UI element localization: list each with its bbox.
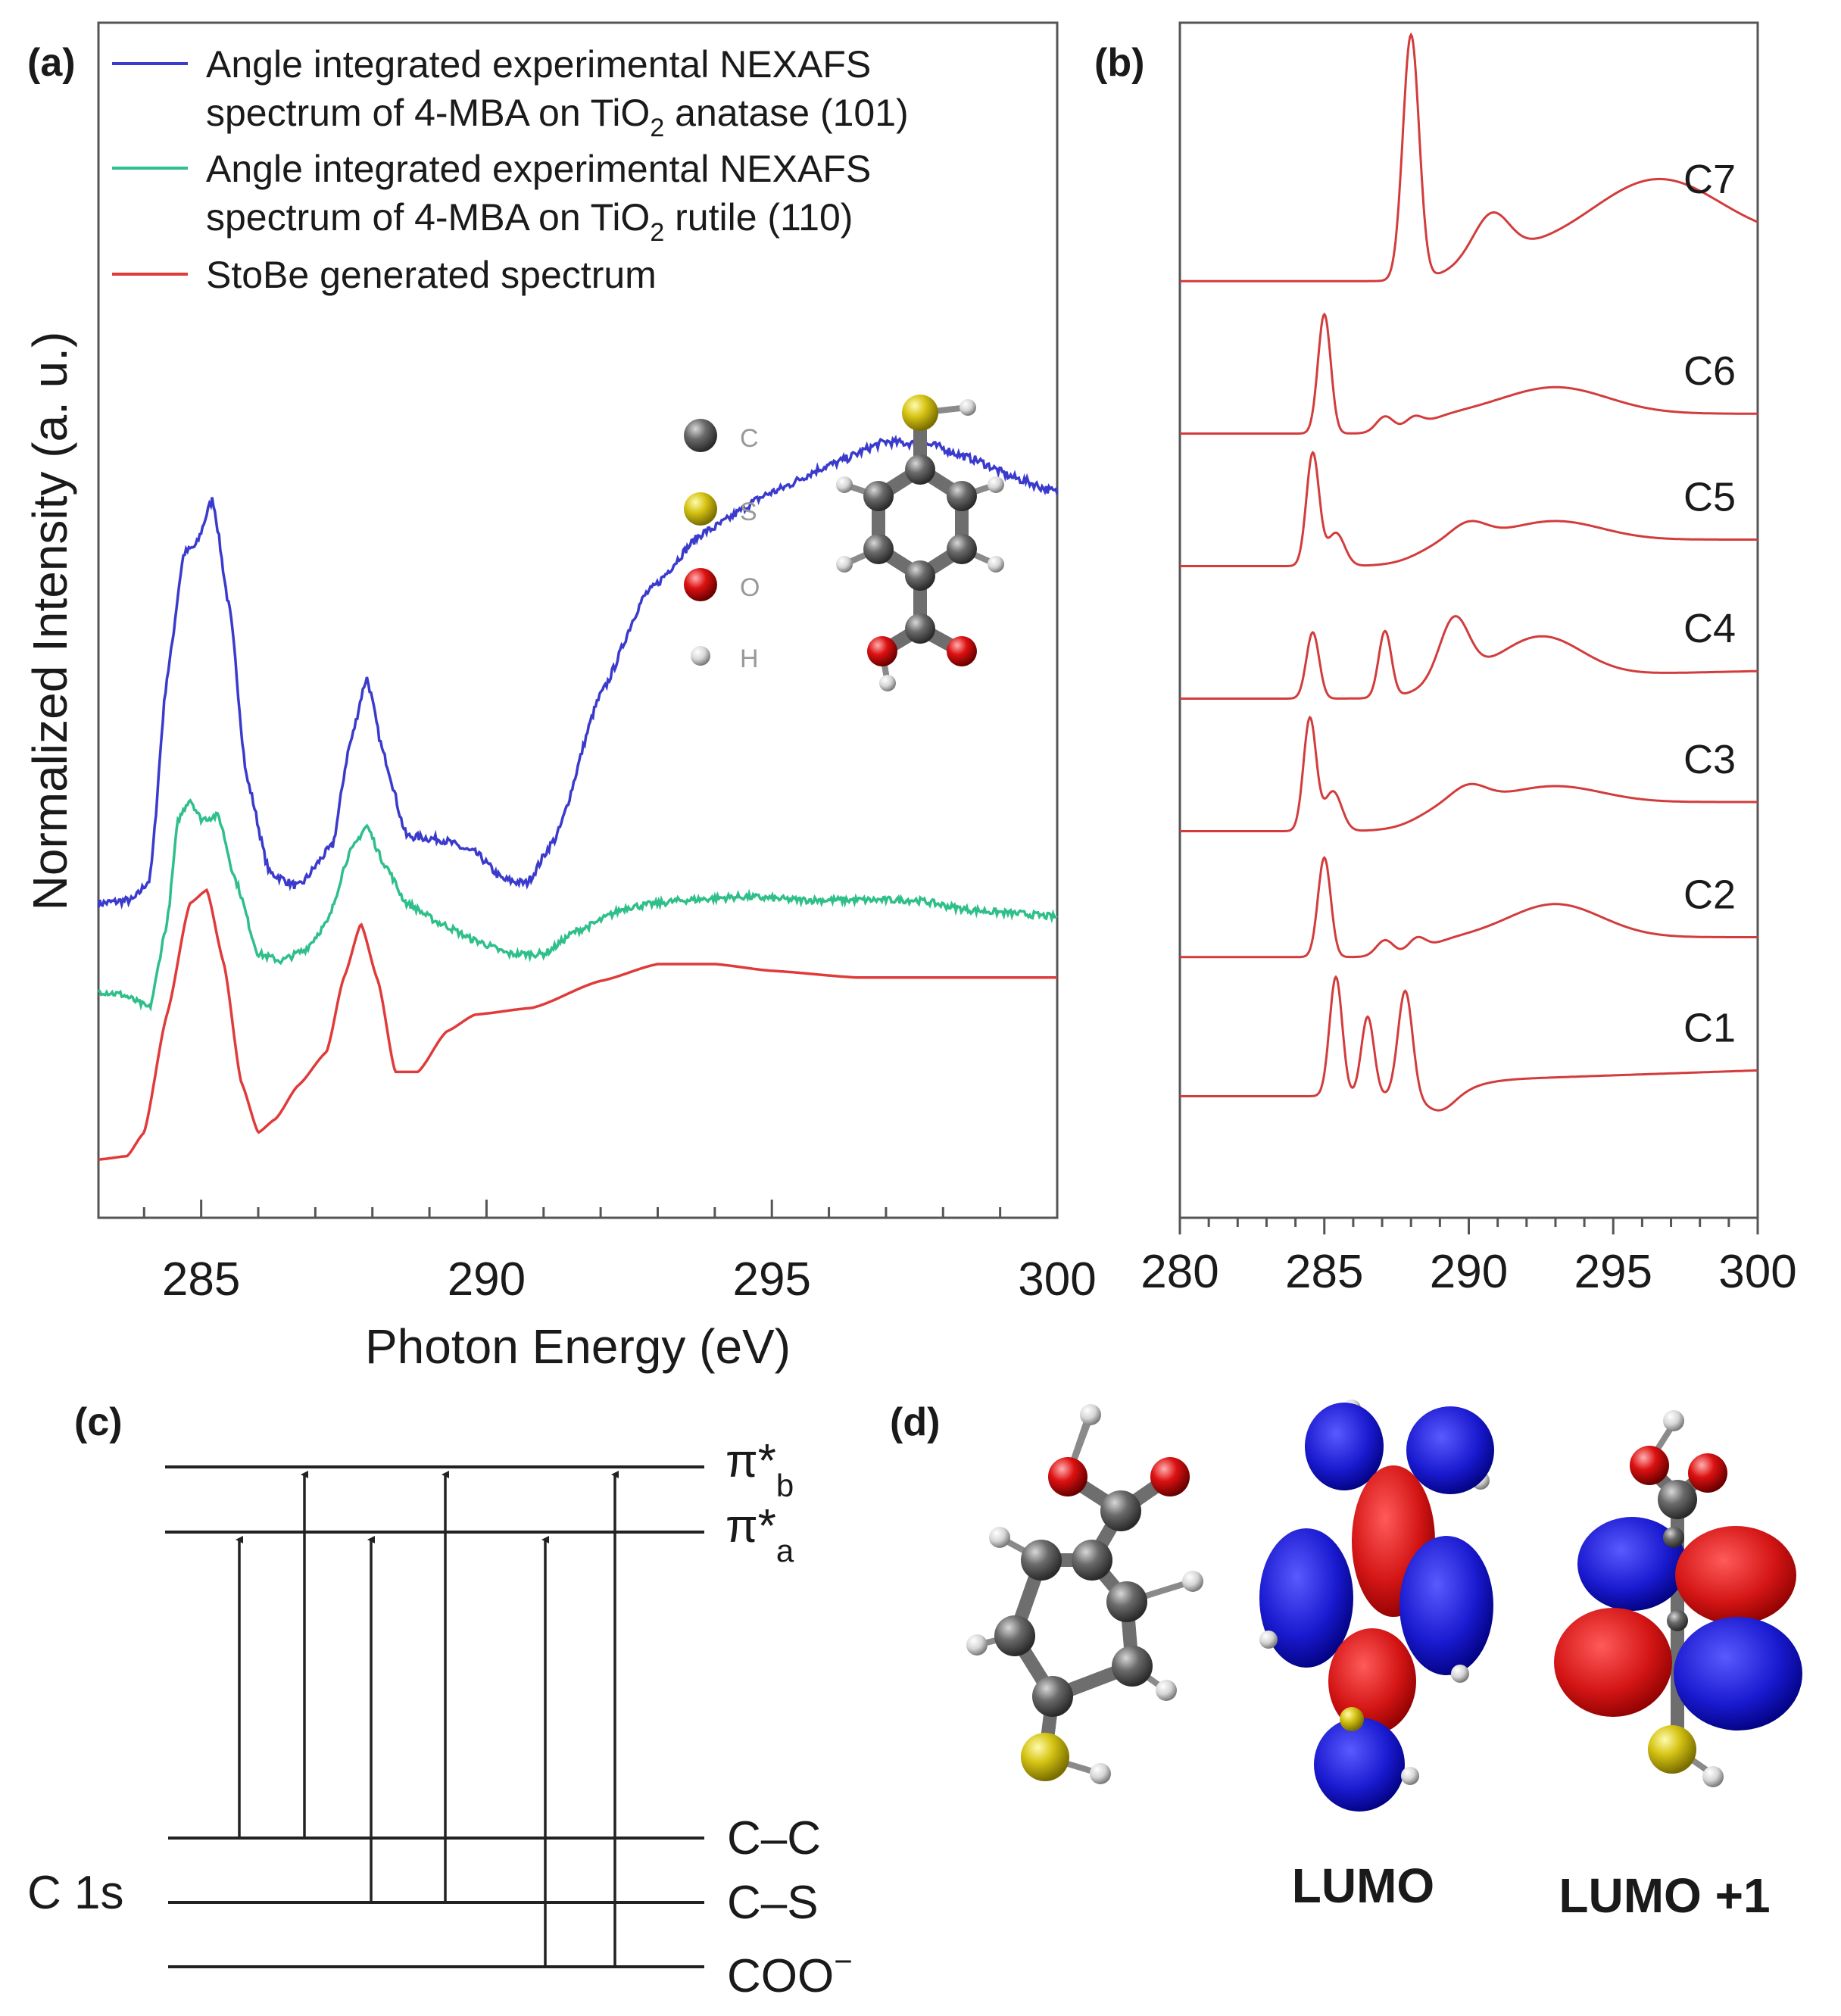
curve-label-c7: C7: [1683, 157, 1736, 202]
curve-label-c1: C1: [1683, 1005, 1736, 1050]
lumo1-lobe-1: [1577, 1517, 1687, 1611]
label-lumo-plus-1: LUMO +1: [1559, 1868, 1770, 1923]
molecule-d: [966, 1404, 1203, 1784]
b-tick-label: 290: [1430, 1246, 1508, 1298]
lumo1-lobe-4: [1674, 1617, 1802, 1730]
lumo-lobe-5: [1399, 1536, 1493, 1675]
panel-b-frame: [1178, 21, 1759, 1219]
panel-b-xticks: 280 285 290 295 300: [1140, 1218, 1797, 1298]
panel-a-xticks: 285 290 295 300: [142, 1200, 1097, 1306]
label-c1s: C 1s: [27, 1867, 123, 1919]
label-c-c: C–C: [727, 1812, 821, 1865]
lumo-lobe-2: [1406, 1406, 1494, 1494]
lumo-plus-1-orbital: LUMO +1: [1554, 1410, 1802, 1923]
legend-rutile-line1: Angle integrated experimental NEXAFS: [206, 148, 871, 190]
atom-legend-carbon-ball: [684, 419, 717, 452]
curve-label-c3: C3: [1683, 737, 1736, 782]
a-tick-label: 290: [448, 1253, 526, 1306]
atom-legend-sulfur-ball: [684, 492, 717, 526]
curve-c3: [1180, 715, 1758, 832]
label-pi-b: π*b: [725, 1435, 794, 1503]
lumo1-lobe-2: [1675, 1526, 1796, 1624]
b-tick-label: 300: [1718, 1246, 1796, 1298]
panel-a-xlabel: Photon Energy (eV): [365, 1319, 791, 1374]
panel-b-curve-labels: C7 C6 C5 C4 C3 C2 C1: [1683, 157, 1736, 1050]
legend-rutile-line2: spectrum of 4-MBA on TiO2 rutile (110): [206, 196, 853, 247]
lumo-lobe-1: [1305, 1403, 1384, 1490]
a-tick-label: 285: [162, 1253, 240, 1306]
atom-legend-sulfur-label: S: [740, 498, 757, 526]
legend-stobe: StoBe generated spectrum: [206, 254, 657, 296]
lumo-lobe-4: [1259, 1528, 1353, 1668]
atom-legend-oxygen-ball: [684, 568, 717, 601]
molecule-4mba: [836, 395, 1004, 691]
curve-label-c2: C2: [1683, 872, 1736, 917]
panel-b-letter: (b): [1094, 41, 1144, 85]
curve-c5: [1180, 451, 1758, 567]
legend-anatase-line1: Angle integrated experimental NEXAFS: [206, 43, 871, 86]
label-coo: COO−: [727, 1943, 853, 2002]
legend: Angle integrated experimental NEXAFS spe…: [112, 43, 909, 296]
curve-label-c6: C6: [1683, 348, 1736, 394]
label-lumo: LUMO: [1292, 1858, 1434, 1913]
b-tick-label: 280: [1140, 1246, 1218, 1298]
panel-c-letter: (c): [74, 1400, 123, 1444]
a-tick-label: 300: [1018, 1253, 1096, 1306]
atom-legend-hydrogen-ball: [691, 646, 710, 666]
transition-arrows: [236, 1471, 619, 1967]
panel-d-letter: (d): [890, 1400, 940, 1444]
lumo1-lobe-3: [1554, 1608, 1672, 1717]
series-rutile: [97, 798, 1059, 1012]
panel-a-frame: [97, 21, 1059, 1219]
curve-label-c5: C5: [1683, 474, 1736, 520]
atom-legend: C S O H: [684, 419, 760, 673]
atom-legend-carbon-label: C: [740, 424, 759, 453]
curve-c6: [1180, 312, 1758, 435]
curve-c2: [1180, 856, 1758, 959]
panel-b: (b) C7 C6 C5 C4 C3 C2 C1 280 285 290 295 300: [1094, 21, 1797, 1298]
b-tick-label: 285: [1285, 1246, 1363, 1298]
panel-a: (a) Angle integrated experimental NEXAFS…: [23, 21, 1097, 1374]
curve-c1: [1180, 975, 1758, 1112]
label-pi-a: π*a: [725, 1500, 794, 1568]
legend-anatase-line2: spectrum of 4-MBA on TiO2 anatase (101): [206, 92, 909, 142]
lumo-orbital: LUMO: [1259, 1400, 1494, 1913]
atom-legend-oxygen-label: O: [740, 573, 760, 602]
b-tick-label: 295: [1574, 1246, 1652, 1298]
panel-b-curves: [1180, 32, 1758, 1112]
panel-a-ylabel: Normalized Intensity (a. u.): [23, 332, 77, 911]
panel-a-letter: (a): [27, 41, 76, 85]
series-anatase: [97, 435, 1059, 910]
panel-d: (d): [890, 1400, 1802, 1923]
atom-legend-hydrogen-label: H: [740, 644, 759, 673]
lumo-lobe-7: [1314, 1718, 1405, 1812]
series-stobe: [98, 888, 1057, 1161]
panel-c: (c) π*b π*a C–C C–S COO− C 1s: [27, 1400, 853, 2002]
curve-label-c4: C4: [1683, 606, 1736, 651]
a-tick-label: 295: [732, 1253, 810, 1306]
curve-c4: [1180, 615, 1758, 700]
curve-c7: [1180, 32, 1758, 282]
label-c-s: C–S: [727, 1877, 819, 1929]
